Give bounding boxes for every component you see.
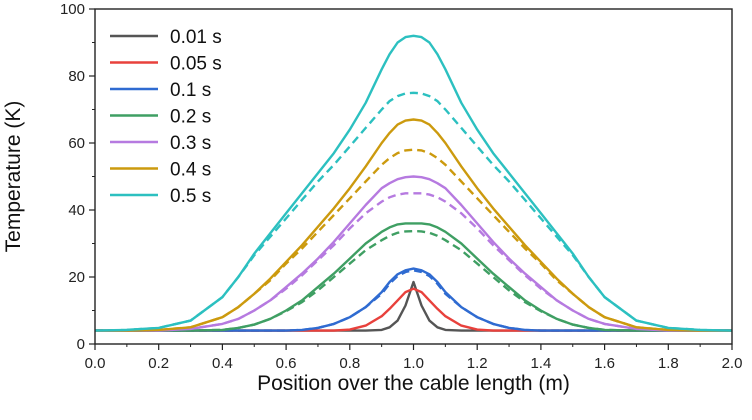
x-tick-label: 0.6 [276, 355, 297, 372]
plot-area [94, 34, 733, 332]
series-line-1 [95, 287, 732, 332]
x-tick-label: 1.6 [594, 355, 615, 372]
y-tick-label: 100 [60, 1, 85, 18]
series-line-3 [95, 222, 732, 332]
y-axis-label: Temperature (K) [2, 101, 25, 253]
x-axis-label: Position over the cable length (m) [257, 372, 570, 395]
x-tick-label: 1.8 [658, 355, 679, 372]
legend-label: 0.4 s [170, 160, 211, 181]
series-line-5 [95, 118, 732, 332]
series-line-6 [94, 34, 733, 332]
series-line-dashed-4 [95, 192, 732, 332]
x-axis: 0.0 0.2 0.4 0.6 0.8 1.0 1.2 1.4 1.6 1.8 2.0 [85, 344, 743, 372]
x-tick-label: 0.2 [148, 355, 169, 372]
legend-label: 0.01 s [170, 27, 222, 48]
x-tick-label: 1.0 [403, 355, 424, 372]
x-tick-label: 1.4 [530, 355, 551, 372]
legend: 0.01 s 0.05 s 0.1 s 0.2 s 0.3 s 0.4 s 0.5 s [110, 27, 222, 207]
y-tick-label: 80 [68, 68, 85, 85]
y-tick-label: 60 [68, 135, 85, 152]
series-line-dashed-6 [94, 91, 733, 332]
legend-label: 0.5 s [170, 186, 211, 207]
x-tick-label: 0.0 [85, 355, 106, 372]
x-tick-label: 2.0 [722, 355, 743, 372]
series-line-4 [95, 175, 732, 332]
x-tick-label: 0.4 [212, 355, 233, 372]
series-line-2 [95, 267, 732, 332]
y-tick-label: 20 [68, 269, 85, 286]
legend-label: 0.3 s [170, 133, 211, 154]
y-tick-label: 0 [77, 336, 85, 353]
legend-label: 0.1 s [170, 80, 211, 101]
y-tick-label: 40 [68, 202, 85, 219]
y-axis: 0 20 40 60 80 100 [60, 1, 95, 353]
x-tick-label: 0.8 [339, 355, 360, 372]
x-tick-label: 1.2 [467, 355, 488, 372]
legend-label: 0.2 s [170, 107, 211, 128]
legend-label: 0.05 s [170, 54, 222, 75]
